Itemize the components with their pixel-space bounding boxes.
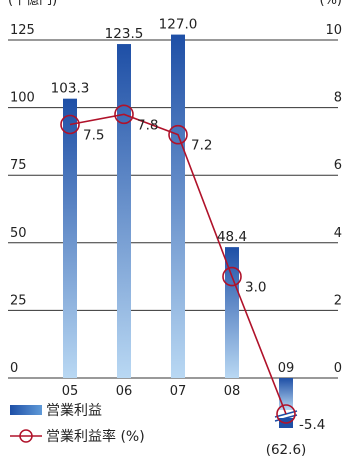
bar-value-label: 123.5 <box>105 26 144 42</box>
bar-value-label: 127.0 <box>159 17 198 33</box>
y-right-tick: 6 <box>334 158 342 173</box>
y-left-tick: 100 <box>10 91 35 106</box>
x-tick-label: 08 <box>224 384 241 399</box>
x-tick-label: 07 <box>170 384 187 399</box>
bar <box>171 34 185 378</box>
bar <box>225 247 239 378</box>
y-left-unit: (十億円) <box>8 0 57 8</box>
line-marker <box>222 266 242 287</box>
bars <box>63 34 298 428</box>
line-series <box>60 104 296 424</box>
y-right-tick: 10 <box>325 23 342 38</box>
line-marker <box>168 124 188 145</box>
y-left-tick: 0 <box>10 361 18 376</box>
bar-value-label: 48.4 <box>217 229 247 245</box>
y-left-tick: 25 <box>10 293 27 308</box>
line-value-label: -5.4 <box>299 417 325 433</box>
y-right-tick: 4 <box>334 226 342 241</box>
y-left-tick: 50 <box>10 226 27 241</box>
y-right-tick: 2 <box>334 293 342 308</box>
line-value-label: 7.5 <box>83 128 104 144</box>
y-right-tick: 8 <box>334 91 342 106</box>
line-marker <box>276 404 296 424</box>
data-labels: 103.3 123.5 127.0 48.4 (62.6) 7.5 7.8 7.2 3.0 -5.… <box>51 17 326 458</box>
y-left-tick: 125 <box>10 23 35 38</box>
x-tick-label: 06 <box>116 384 133 399</box>
legend-line-marker <box>19 429 33 443</box>
legend-bar-swatch <box>10 405 42 415</box>
legend: 営業利益 営業利益率 (%) <box>10 403 145 445</box>
line-value-label: 7.8 <box>137 117 158 133</box>
bar-negative <box>279 378 293 410</box>
bar-value-label: (62.6) <box>266 442 307 458</box>
y-right-unit: (%) <box>320 0 343 8</box>
bar <box>63 98 77 378</box>
x-tick-label: 09 <box>278 361 295 376</box>
line-marker <box>114 104 134 125</box>
legend-line-label: 営業利益率 (%) <box>46 428 145 445</box>
line-marker <box>60 114 80 135</box>
margin-line <box>69 113 287 415</box>
x-tick-label: 05 <box>62 384 79 399</box>
bar <box>117 44 131 378</box>
line-value-label: 3.0 <box>245 280 266 296</box>
legend-bar-label: 営業利益 <box>46 403 102 419</box>
y-left-tick: 75 <box>10 158 27 173</box>
bar-value-label: 103.3 <box>51 81 90 97</box>
line-value-label: 7.2 <box>191 138 212 154</box>
x-axis-ticks: 05 06 07 08 09 <box>62 361 295 399</box>
y-right-tick: 0 <box>334 361 342 376</box>
